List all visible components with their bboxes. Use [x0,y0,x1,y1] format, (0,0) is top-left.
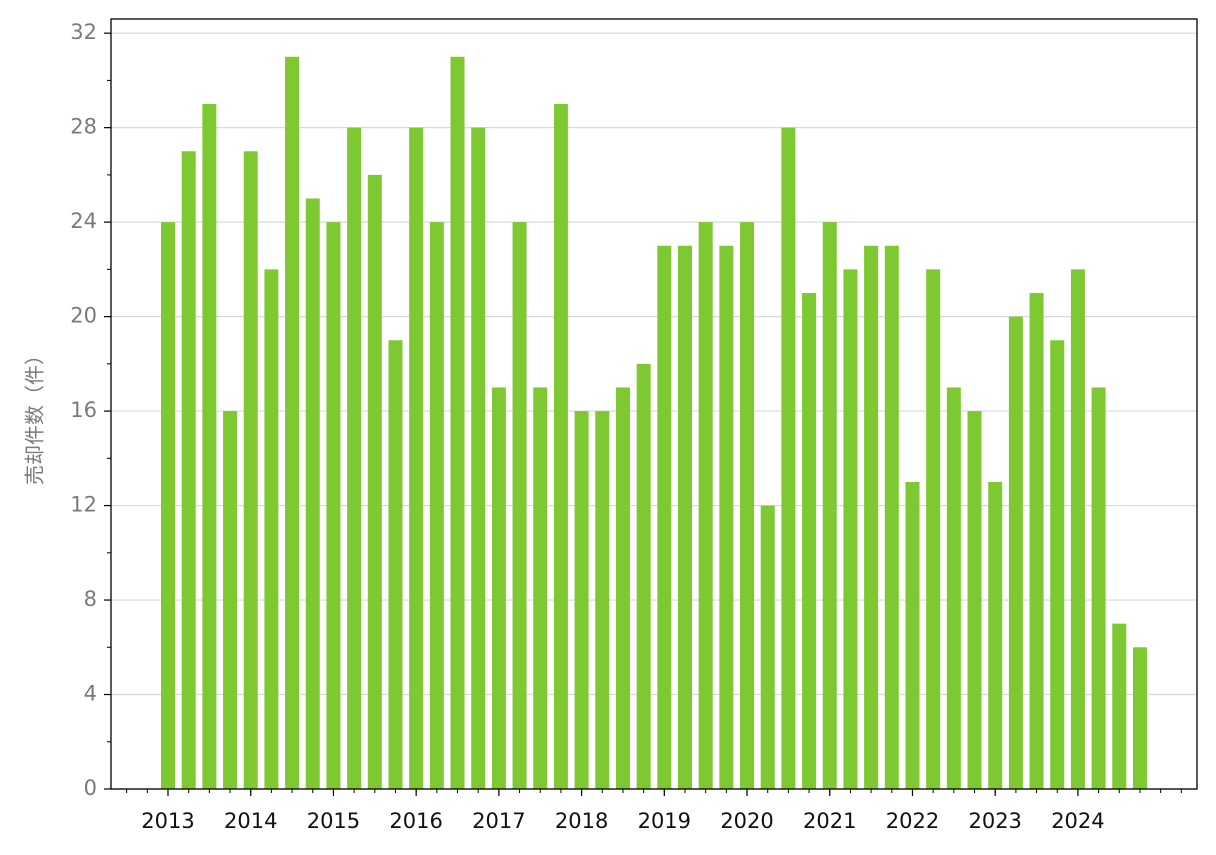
bar [698,222,713,789]
bar [161,222,175,789]
y-tick-label: 16 [70,398,97,422]
bar [553,104,568,789]
x-tick-label: 2016 [389,809,442,833]
bar [512,222,527,789]
bar [181,151,196,789]
bar [615,387,630,789]
x-tick-label: 2014 [224,809,277,833]
bar [1091,387,1106,789]
bar [409,127,424,789]
bar [926,269,941,789]
x-tick-label: 2023 [968,809,1021,833]
bar [533,387,548,789]
bar [822,222,837,789]
bar [678,245,692,789]
x-tick-label: 2024 [1051,809,1104,833]
y-tick-label: 0 [84,776,97,800]
bar [719,245,734,789]
bar [657,245,672,789]
y-tick-label: 4 [84,682,97,706]
y-tick-label: 28 [70,115,97,139]
bar [347,127,362,789]
bar [388,340,403,789]
y-tick-label: 8 [84,587,97,611]
bar [781,127,796,789]
x-tick-label: 2021 [803,809,856,833]
bar [1112,623,1127,789]
bar [367,174,382,789]
bar [223,411,238,789]
bar [884,245,899,789]
x-tick-label: 2018 [555,809,608,833]
bar [967,411,982,789]
bar [450,56,465,790]
x-tick-label: 2020 [720,809,773,833]
bar [843,269,858,789]
bar [988,481,1003,789]
x-tick-label: 2017 [472,809,525,833]
bar [574,411,589,789]
bar [864,245,879,789]
y-tick-label: 32 [70,20,97,44]
bar [1132,647,1147,789]
y-tick-label: 24 [70,209,97,233]
bar [305,198,320,789]
bar [1029,292,1044,789]
bar [760,505,775,789]
bar [202,104,217,789]
bar [285,56,300,790]
bar [740,222,755,789]
bar [802,292,817,789]
bar [429,222,444,789]
bar [326,222,341,789]
x-tick-label: 2022 [886,809,939,833]
bar [1070,269,1085,789]
bar [595,411,610,789]
bar [905,481,920,789]
plot-frame [110,18,1198,790]
bar [946,387,961,789]
bar [264,269,279,789]
x-tick-label: 2013 [141,809,194,833]
bar [491,387,506,789]
x-tick-label: 2015 [307,809,360,833]
bar [1050,340,1065,789]
y-axis-label: 売却件数（件） [23,345,47,485]
x-tick-label: 2019 [638,809,691,833]
bar [471,127,486,789]
bar [243,151,258,789]
y-tick-label: 20 [70,304,97,328]
bar [636,363,651,789]
y-tick-label: 12 [70,493,97,517]
bar [1008,316,1023,789]
